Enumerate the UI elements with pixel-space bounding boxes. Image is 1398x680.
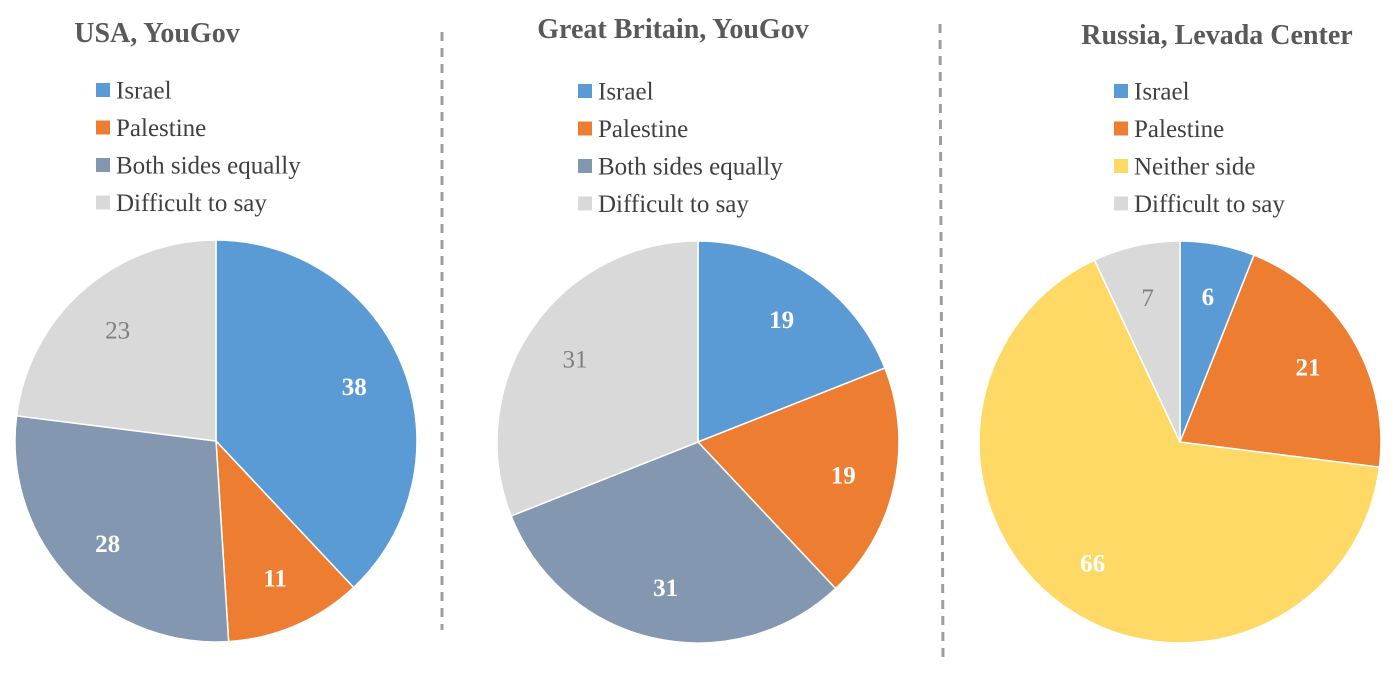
data-label-israel: 19 (769, 307, 794, 334)
data-label-israel: 6 (1202, 284, 1215, 311)
legend-label-israel: Israel (598, 79, 654, 106)
data-label-difficult-to-say: 23 (105, 317, 130, 344)
legend-label-difficult-to-say: Difficult to say (116, 190, 267, 217)
legend-label-difficult-to-say: Difficult to say (1134, 191, 1285, 218)
data-label-palestine: 21 (1296, 354, 1321, 381)
legend-swatch-difficult-to-say (578, 196, 592, 211)
legend-swatch-israel (578, 84, 592, 98)
pie-slice-difficult-to-say (496, 240, 699, 517)
legend-label-israel: Israel (1134, 79, 1190, 106)
pie-slice-difficult-to-say (15, 239, 217, 442)
data-label-difficult-to-say: 31 (563, 346, 588, 373)
legend-swatch-both-sides-equally (96, 158, 110, 172)
legend-swatch-israel (96, 83, 110, 97)
data-label-neither-side: 66 (1080, 550, 1105, 577)
data-label-both-sides-equally: 31 (653, 575, 678, 602)
pie-chart-2: Great Britain, YouGov Israel Palestine Both… (496, 14, 900, 644)
legend-swatch-palestine (1114, 121, 1128, 136)
data-label-difficult-to-say: 7 (1141, 285, 1154, 312)
pie-slice-both-sides-equally (510, 441, 837, 644)
legend-label-palestine: Palestine (116, 115, 206, 142)
legend-label-difficult-to-say: Difficult to say (598, 191, 749, 218)
chart-title: Great Britain, YouGov (537, 14, 808, 45)
legend-swatch-palestine (96, 120, 110, 135)
data-label-palestine: 19 (831, 462, 856, 489)
pie-slice-israel (697, 240, 886, 444)
legend-label-neither-side: Neither side (1134, 154, 1255, 181)
legend-label-palestine: Palestine (598, 116, 688, 143)
pie-slice-palestine (696, 367, 900, 590)
divider-2 (938, 23, 945, 661)
legend-swatch-neither-side (1114, 159, 1128, 173)
pie-chart-1: USA, YouGov Israel Palestine Both sides equ… (14, 18, 418, 643)
data-label-israel: 38 (342, 374, 367, 401)
pie-slice-neither-side (978, 259, 1381, 644)
legend-swatch-both-sides-equally (578, 159, 592, 173)
pie-slice-palestine (215, 438, 355, 643)
pie-slice-israel (215, 239, 418, 589)
pie-chart-3: Russia, Levada Center Israel Palestine Neit… (978, 20, 1382, 644)
legend-label-palestine: Palestine (1134, 116, 1224, 143)
legend-swatch-palestine (578, 121, 592, 136)
pie-slice-both-sides-equally (14, 414, 230, 643)
legend-swatch-israel (1114, 84, 1128, 98)
chart-title: USA, YouGov (74, 18, 239, 49)
legend-label-both-sides-equally: Both sides equally (116, 153, 301, 180)
legend-swatch-difficult-to-say (1114, 196, 1128, 211)
data-label-palestine: 11 (263, 566, 287, 593)
legend-swatch-difficult-to-say (96, 195, 110, 210)
chart-title: Russia, Levada Center (1081, 20, 1352, 51)
data-label-both-sides-equally: 28 (95, 531, 120, 558)
pie-slice-difficult-to-say (1093, 240, 1181, 443)
pie-slice-palestine (1178, 254, 1382, 469)
legend-label-both-sides-equally: Both sides equally (598, 154, 783, 181)
legend-label-israel: Israel (116, 78, 172, 105)
